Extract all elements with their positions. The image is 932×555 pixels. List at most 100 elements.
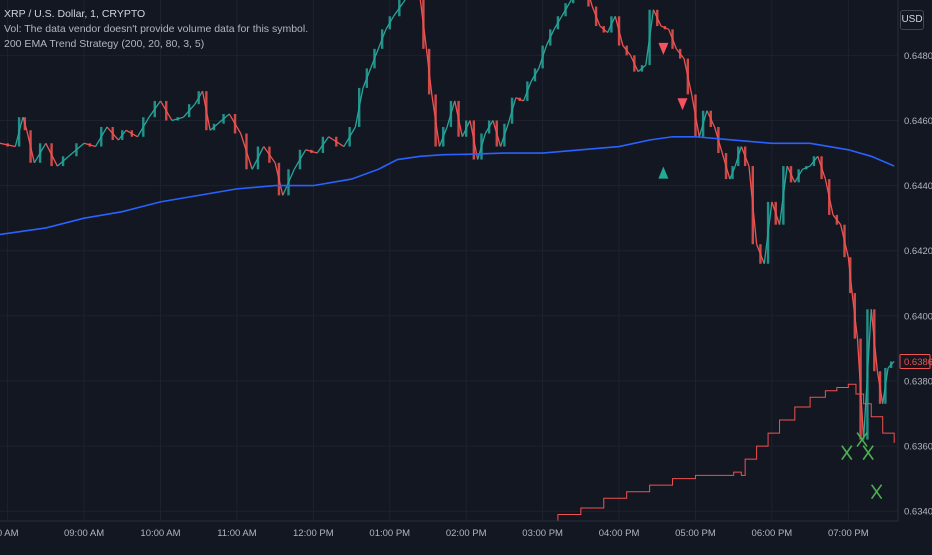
price-candle [111, 126, 114, 141]
stop-line [538, 383, 895, 522]
price-candle [464, 120, 468, 137]
time-tick-label: 09:00 AM [64, 528, 104, 539]
price-candle [789, 166, 793, 183]
price-candle [884, 367, 887, 404]
price-candle [398, 0, 401, 17]
exit-marker-stroke[interactable] [862, 445, 874, 461]
sell-signal-marker[interactable] [677, 98, 688, 111]
price-candle [38, 143, 42, 163]
price-candle [526, 81, 529, 101]
price-candle [678, 48, 682, 59]
price-candle [434, 94, 437, 147]
exit-marker-stroke[interactable] [841, 445, 853, 461]
price-tick-label: 0.6440 [904, 181, 932, 192]
price-candle [321, 136, 325, 154]
price-candle [75, 143, 78, 157]
price-candle [335, 136, 338, 147]
price-candle [358, 87, 361, 127]
price-candle [556, 16, 560, 30]
price-tick-label: 0.6400 [904, 311, 932, 322]
price-candle [724, 153, 728, 180]
time-tick-label: 07:00 PM [828, 528, 869, 539]
price-candle [205, 91, 208, 131]
price-candle [212, 123, 216, 131]
price-candle [23, 117, 27, 131]
buy-signal-marker[interactable] [658, 166, 669, 179]
current-price-label: 0.6386 [904, 357, 932, 368]
currency-button[interactable]: USD [900, 10, 924, 30]
current-price-tag [899, 353, 931, 369]
ema-line [0, 135, 895, 236]
price-candle [805, 166, 808, 170]
time-tick-label: 11:00 AM [217, 528, 257, 539]
price-candle [130, 130, 134, 137]
price-segment [568, 0, 573, 4]
price-candle [442, 126, 445, 147]
price-candle [878, 371, 882, 404]
price-candle [510, 97, 514, 124]
price-candle [873, 309, 876, 372]
price-candle [298, 149, 302, 170]
price-candle [176, 117, 179, 121]
price-segment [589, 0, 593, 7]
price-tick-label: 0.6420 [904, 246, 932, 257]
time-tick-label: 12:00 PM [293, 528, 334, 539]
time-tick-label: 04:00 PM [599, 528, 640, 539]
price-candle [849, 257, 852, 294]
price-candle [6, 143, 9, 147]
price-candle [549, 29, 552, 46]
price-candle [287, 169, 290, 196]
price-candle [17, 117, 21, 147]
price-axis[interactable] [898, 0, 932, 550]
price-candle [782, 166, 785, 225]
price-candle [640, 65, 644, 72]
price-tick-label: 0.6460 [904, 116, 932, 127]
price-candle [503, 123, 506, 147]
price-candle [889, 361, 893, 368]
volume-note: Vol: The data vendor doesn't provide vol… [4, 23, 309, 35]
price-candle [380, 29, 384, 49]
time-tick-label: 02:00 PM [446, 528, 487, 539]
exit-marker-stroke[interactable] [870, 484, 883, 500]
price-candle [656, 9, 659, 27]
price-candle [533, 68, 537, 82]
price-candle [759, 244, 762, 264]
symbol-title[interactable]: XRP / U.S. Dollar, 1, CRYPTO [4, 8, 146, 20]
price-candle [50, 143, 53, 167]
price-candle [480, 133, 483, 160]
time-axis[interactable] [0, 521, 932, 550]
price-candle [348, 126, 351, 147]
price-candle [610, 16, 613, 33]
price-candle [388, 16, 391, 30]
price-candle [717, 126, 720, 154]
price-candle [100, 126, 103, 147]
strategy-label[interactable]: 200 EMA Trend Strategy (200, 20, 80, 3, … [4, 38, 205, 50]
price-candle [88, 143, 91, 147]
price-candle [859, 338, 862, 440]
price-candle [694, 94, 697, 137]
price-candle [731, 166, 734, 180]
price-candle [373, 48, 376, 69]
price-candle [564, 3, 567, 17]
price-candle [233, 113, 237, 134]
price-candle [197, 91, 200, 105]
price-candle [625, 45, 628, 56]
price-candle [121, 130, 124, 141]
price-tick-label: 0.6340 [904, 507, 932, 518]
exit-marker-stroke[interactable] [856, 432, 868, 448]
price-tick-label: 0.6480 [904, 51, 932, 62]
price-candle [751, 166, 754, 245]
price-candle [686, 58, 690, 95]
sell-signal-marker[interactable] [658, 42, 669, 55]
price-candle [487, 120, 491, 134]
price-candle [701, 110, 705, 137]
price-candle [709, 110, 712, 127]
price-candle [835, 214, 839, 225]
price-candle [187, 104, 191, 118]
price-candle [422, 0, 425, 49]
time-tick-label: 01:00 PM [369, 528, 410, 539]
price-candle [165, 100, 168, 121]
price-candle [594, 6, 598, 27]
